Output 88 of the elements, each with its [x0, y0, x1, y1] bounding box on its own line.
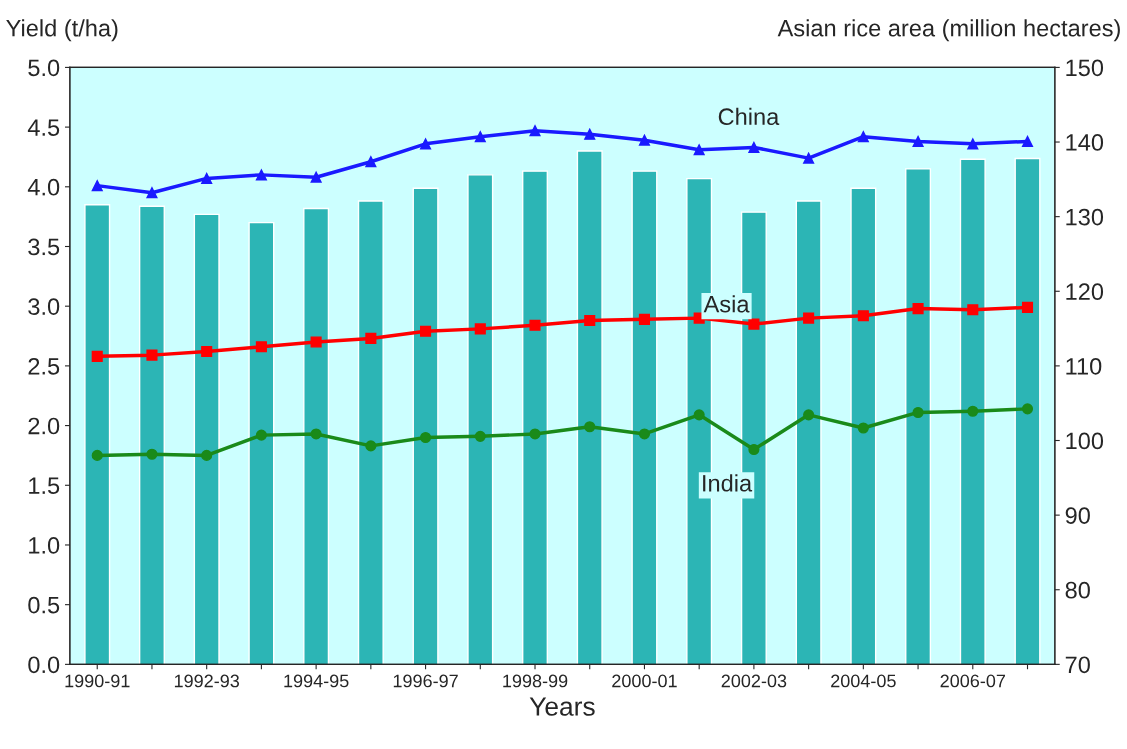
- x-tick-label: 2004-05: [831, 674, 896, 688]
- point: [857, 131, 869, 143]
- point: [310, 428, 322, 440]
- point: [201, 172, 213, 184]
- x-tick-label: 2000-01: [612, 674, 677, 688]
- point: [310, 336, 322, 348]
- x-tick-label: 1998-99: [503, 674, 568, 688]
- point: [529, 319, 541, 331]
- point: [912, 303, 924, 315]
- point: [474, 131, 486, 143]
- point: [255, 429, 267, 441]
- y2-tick-label: 90: [1065, 507, 1090, 524]
- point: [91, 350, 103, 362]
- point: [912, 406, 924, 419]
- point: [91, 180, 103, 192]
- y2-tick-label: 130: [1066, 208, 1104, 226]
- point: [803, 152, 815, 164]
- point: [146, 448, 158, 460]
- point: [803, 312, 815, 324]
- point: [693, 409, 705, 421]
- y2-axis-title: Asian rice area (million hectares): [777, 19, 1120, 42]
- point: [201, 449, 213, 461]
- y-tick-label: 1.0: [29, 537, 60, 554]
- y-axis-title: Yield (t/ha): [6, 19, 118, 42]
- point: [748, 318, 760, 330]
- point: [638, 134, 651, 146]
- point: [146, 187, 158, 199]
- y-tick-label: 2.0: [28, 417, 60, 435]
- y-tick-label: 5.0: [28, 59, 60, 77]
- point: [857, 422, 869, 434]
- point: [584, 128, 596, 140]
- point: [803, 409, 815, 421]
- y-tick-label: 0.0: [28, 656, 60, 674]
- point: [1021, 135, 1034, 147]
- point: [420, 325, 432, 337]
- y2-tick-label: 70: [1065, 656, 1090, 674]
- y-tick-label: 4.0: [27, 178, 60, 196]
- point: [529, 125, 541, 137]
- y2-tick-label: 150: [1066, 59, 1104, 77]
- x-tick-label: 1994-95: [284, 674, 349, 688]
- point: [420, 138, 432, 150]
- x-tick-label: 1990-91: [65, 674, 130, 688]
- point: [365, 332, 377, 344]
- point: [420, 431, 432, 444]
- point: [201, 346, 213, 358]
- point: [748, 141, 760, 153]
- point: [255, 341, 267, 353]
- point: [1021, 301, 1034, 313]
- point: [474, 323, 486, 335]
- y2-tick-label: 120: [1066, 283, 1104, 301]
- y2-tick-label: 80: [1065, 581, 1090, 599]
- y-tick-label: 3.5: [28, 238, 60, 256]
- series-label: China: [718, 107, 780, 126]
- x-axis-title: Years: [529, 697, 595, 716]
- point: [474, 430, 486, 442]
- point: [365, 156, 377, 168]
- point: [967, 304, 979, 316]
- x-tick-label: 1992-93: [174, 674, 240, 688]
- point: [365, 440, 377, 452]
- series-label: India: [703, 474, 753, 492]
- point: [91, 449, 103, 461]
- y-tick-label: 0.5: [28, 596, 60, 614]
- y-tick-label: 4.5: [27, 119, 60, 136]
- point: [857, 310, 869, 322]
- x-tick-label: 2002-03: [721, 674, 787, 688]
- point: [912, 135, 924, 147]
- y-tick-label: 3.0: [28, 298, 60, 315]
- point: [638, 313, 651, 325]
- point: [693, 144, 705, 156]
- point: [584, 421, 596, 433]
- point: [255, 169, 267, 181]
- point: [638, 428, 651, 440]
- point: [967, 138, 979, 150]
- point: [748, 443, 760, 456]
- point: [1021, 403, 1034, 415]
- point: [146, 349, 158, 361]
- y-tick-label: 1.5: [29, 477, 60, 495]
- x-tick-label: 1996-97: [393, 674, 458, 688]
- series-label: Asia: [703, 295, 750, 313]
- point: [529, 428, 541, 440]
- point: [310, 171, 322, 183]
- y2-tick-label: 140: [1066, 134, 1104, 151]
- point: [584, 314, 596, 327]
- y2-tick-label: 110: [1066, 357, 1102, 375]
- point: [967, 405, 979, 417]
- x-tick-label: 2006-07: [940, 674, 1006, 688]
- y2-tick-label: 100: [1066, 432, 1104, 450]
- y-tick-label: 2.5: [28, 357, 60, 375]
